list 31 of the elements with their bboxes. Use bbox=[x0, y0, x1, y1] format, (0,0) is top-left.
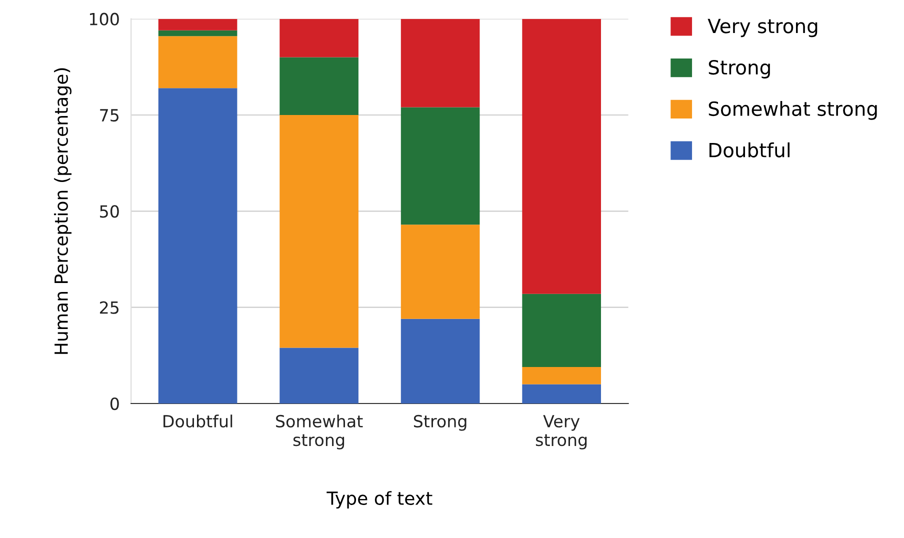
bar bbox=[158, 88, 238, 404]
y-tick-label: 100 bbox=[90, 12, 119, 26]
x-tick-label: Doubtful bbox=[164, 414, 232, 428]
y-tick-label: 75 bbox=[100, 109, 119, 122]
bar bbox=[400, 318, 480, 404]
x-tick-label: Somewhat strong bbox=[276, 414, 363, 450]
legend-label: Very strong bbox=[708, 18, 818, 38]
bar bbox=[280, 115, 358, 348]
y-tick-label: 50 bbox=[100, 205, 119, 218]
y-tick-label: 0 bbox=[110, 397, 119, 410]
bar bbox=[400, 107, 480, 225]
bar bbox=[522, 18, 601, 294]
y-axis-title: Human Perception (percentage) bbox=[54, 68, 72, 354]
bar bbox=[522, 294, 601, 367]
x-axis-title: Type of text bbox=[326, 491, 432, 509]
bar bbox=[158, 18, 238, 30]
legend-label: Doubtful bbox=[709, 142, 790, 158]
legend-label: Strong bbox=[708, 60, 770, 78]
bar bbox=[158, 30, 238, 36]
legend-label: Somewhat strong bbox=[708, 101, 877, 120]
bar bbox=[280, 18, 358, 58]
x-tick-label: Very strong bbox=[536, 415, 587, 450]
bar bbox=[400, 18, 480, 108]
bar bbox=[280, 57, 358, 115]
bar bbox=[522, 384, 601, 404]
bar bbox=[280, 348, 358, 404]
y-tick-label: 25 bbox=[100, 301, 119, 314]
x-tick-label: Strong bbox=[414, 414, 466, 431]
bar bbox=[400, 224, 480, 319]
bar bbox=[522, 366, 601, 384]
bar bbox=[158, 36, 238, 88]
